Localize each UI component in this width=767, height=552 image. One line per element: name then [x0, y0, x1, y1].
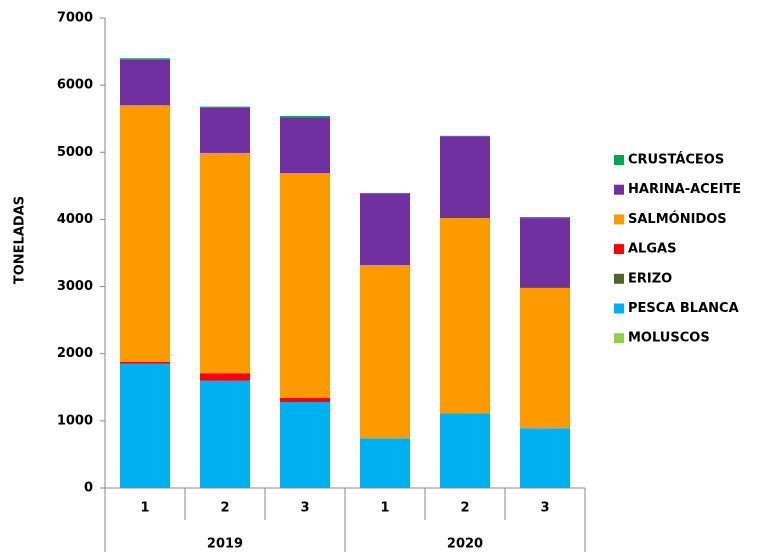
bar-segment: [280, 117, 330, 174]
legend-label: ERIZO: [628, 271, 672, 286]
bar-segment: [200, 380, 250, 488]
bar-segment: [280, 402, 330, 488]
legend-swatch: [614, 303, 624, 314]
y-axis-label: TONELADAS: [13, 196, 28, 284]
bar-segment: [440, 413, 490, 488]
bar-segment: [200, 107, 250, 153]
bar-segment: [360, 265, 410, 439]
bar-segment: [520, 428, 570, 488]
legend-label: PESCA BLANCA: [628, 301, 739, 316]
bar-segment: [200, 373, 250, 381]
bar-segment: [440, 218, 490, 414]
bar-segment: [120, 58, 170, 60]
bar-segment: [360, 193, 410, 266]
legend-swatch: [614, 333, 624, 344]
legend-swatch: [614, 184, 624, 195]
x-tick-label: 3: [540, 501, 549, 516]
x-tick-label: 2: [220, 501, 229, 516]
bar-segment: [520, 217, 570, 219]
bar-segment: [120, 59, 170, 106]
bar-segment: [280, 116, 330, 118]
y-tick-label: 2000: [57, 346, 93, 361]
y-tick-label: 1000: [57, 413, 93, 428]
x-tick-label: 1: [380, 501, 389, 516]
bar-segment: [120, 363, 170, 488]
bar-segment: [280, 173, 330, 399]
legend-label: MOLUSCOS: [628, 331, 710, 346]
x-tick-label: 1: [140, 501, 149, 516]
y-tick-label: 7000: [57, 11, 93, 26]
group-label: 2020: [447, 537, 483, 552]
x-tick-label: 3: [300, 501, 309, 516]
y-tick-label: 0: [84, 481, 93, 496]
bar-segment: [360, 438, 410, 488]
bar-segment: [520, 287, 570, 429]
x-tick-label: 2: [460, 501, 469, 516]
bar-segment: [280, 398, 330, 403]
y-tick-label: 4000: [57, 212, 93, 227]
legend-swatch: [614, 244, 624, 255]
group-label: 2019: [207, 537, 243, 552]
legend-swatch: [614, 155, 624, 165]
legend-label: HARINA-ACEITE: [628, 182, 741, 197]
legend-label: SALMÓNIDOS: [628, 211, 727, 227]
bar-segment: [360, 192, 410, 194]
bar-segment: [440, 136, 490, 219]
bar-segment: [120, 361, 170, 364]
bar-segment: [520, 218, 570, 288]
legend-label: CRUSTÁCEOS: [628, 152, 724, 168]
legend-swatch: [614, 214, 624, 225]
y-tick-label: 5000: [57, 145, 93, 160]
y-tick-label: 3000: [57, 279, 93, 294]
legend-label: ALGAS: [628, 242, 676, 257]
bar-segment: [200, 152, 250, 374]
legend-swatch: [614, 273, 624, 284]
bar-segment: [120, 105, 170, 362]
bar-segment: [200, 106, 250, 108]
y-tick-label: 6000: [57, 78, 93, 93]
